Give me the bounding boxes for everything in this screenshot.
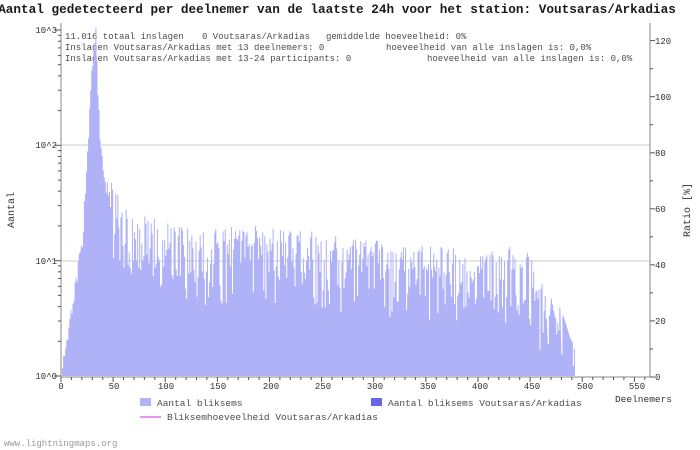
svg-text:hoeveelheid van alle inslagen: hoeveelheid van alle inslagen is: 0,0% (386, 43, 592, 53)
svg-text:11.016 totaal inslagen: 11.016 totaal inslagen (65, 32, 184, 42)
svg-text:10^2: 10^2 (35, 141, 57, 151)
svg-text:200: 200 (263, 382, 279, 392)
svg-text:hoeveelheid van alle inslagen: hoeveelheid van alle inslagen is: 0,0% (427, 54, 633, 64)
svg-text:Inslagen Voutsaras/Arkadias me: Inslagen Voutsaras/Arkadias met 13 deeln… (65, 43, 324, 53)
svg-text:350: 350 (420, 382, 436, 392)
svg-text:Deelnemers: Deelnemers (615, 394, 672, 405)
svg-text:0: 0 (58, 382, 63, 392)
svg-text:Aantal gedetecteerd per deelne: Aantal gedetecteerd per deelnemer van de… (0, 2, 676, 17)
svg-text:Ratio [%]: Ratio [%] (682, 183, 694, 237)
svg-text:Aantal: Aantal (6, 192, 18, 228)
svg-text:300: 300 (367, 382, 383, 392)
svg-text:450: 450 (524, 382, 540, 392)
svg-text:500: 500 (577, 382, 593, 392)
svg-text:120: 120 (655, 37, 671, 47)
svg-text:Aantal bliksems: Aantal bliksems (157, 398, 243, 409)
svg-text:250: 250 (315, 382, 331, 392)
svg-text:Inslagen Voutsaras/Arkadias me: Inslagen Voutsaras/Arkadias met 13-24 pa… (65, 54, 351, 64)
svg-text:550: 550 (629, 382, 645, 392)
svg-text:40: 40 (655, 261, 666, 271)
svg-text:0 Voutsaras/Arkadias: 0 Voutsaras/Arkadias (202, 32, 310, 42)
svg-text:10^0: 10^0 (35, 372, 57, 382)
svg-text:400: 400 (472, 382, 488, 392)
svg-text:60: 60 (655, 205, 666, 215)
svg-text:10^3: 10^3 (35, 26, 57, 36)
svg-text:10^1: 10^1 (35, 257, 57, 267)
svg-text:50: 50 (109, 382, 120, 392)
svg-text:Bliksemhoeveelheid Voutsaras/A: Bliksemhoeveelheid Voutsaras/Arkadias (167, 412, 378, 423)
svg-text:0: 0 (655, 373, 660, 383)
svg-text:20: 20 (655, 317, 666, 327)
svg-text:Aantal bliksems Voutsaras/Arka: Aantal bliksems Voutsaras/Arkadias (388, 398, 582, 409)
svg-text:gemiddelde hoeveelheid: 0%: gemiddelde hoeveelheid: 0% (326, 32, 467, 42)
svg-text:100: 100 (655, 93, 671, 103)
svg-text:80: 80 (655, 149, 666, 159)
svg-text:100: 100 (158, 382, 174, 392)
svg-text:150: 150 (210, 382, 226, 392)
svg-text:www.lightningmaps.org: www.lightningmaps.org (4, 439, 117, 449)
